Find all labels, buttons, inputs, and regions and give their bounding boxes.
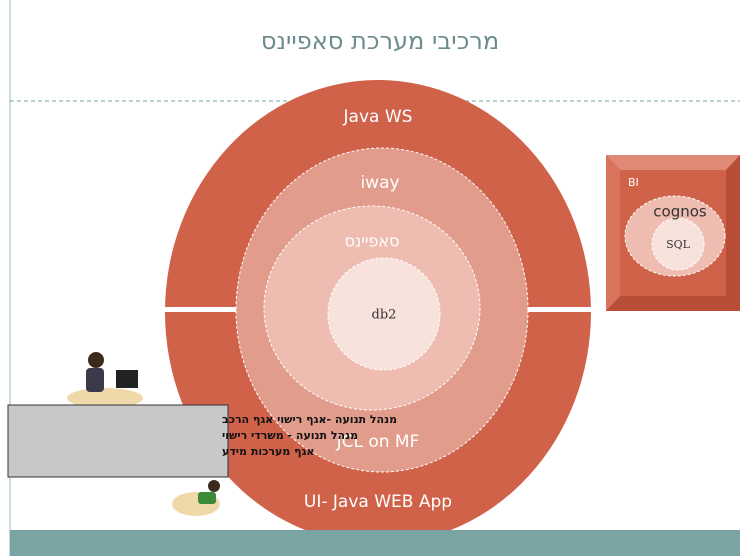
body (198, 492, 216, 504)
ring-label: UI- Java WEB App (304, 492, 452, 512)
ring-label: iway (360, 173, 399, 193)
bi-box: BI cognos SQL (606, 155, 740, 311)
monitor (116, 370, 138, 388)
bi-title: BI (628, 176, 639, 189)
user-icon (67, 352, 143, 408)
ring-label: db2 (372, 308, 397, 323)
bevel-top (606, 155, 740, 170)
bevel-left (606, 155, 620, 311)
user-line: אגף מערכות מידע (222, 445, 314, 458)
user-icon-2 (172, 480, 220, 516)
slide: מרכיבי מערכת סאפיינס Java WS iway סאפיינ… (0, 0, 740, 556)
user-line: מנהל תנועה - משרדי רישוי (222, 429, 358, 442)
head (88, 352, 104, 368)
cognos-label: cognos (653, 203, 707, 221)
ring-label: סאפיינס (344, 232, 399, 251)
slide-title: מרכיבי מערכת סאפיינס (261, 27, 499, 55)
user-box (8, 405, 228, 477)
ring-label: Java WS (343, 107, 413, 127)
footer-bar (10, 530, 740, 556)
body (86, 368, 104, 392)
head (208, 480, 220, 492)
user-line: מנהל תנועה -אגף רישוי אגף הרכב (222, 413, 397, 426)
sql-label: SQL (666, 238, 691, 251)
